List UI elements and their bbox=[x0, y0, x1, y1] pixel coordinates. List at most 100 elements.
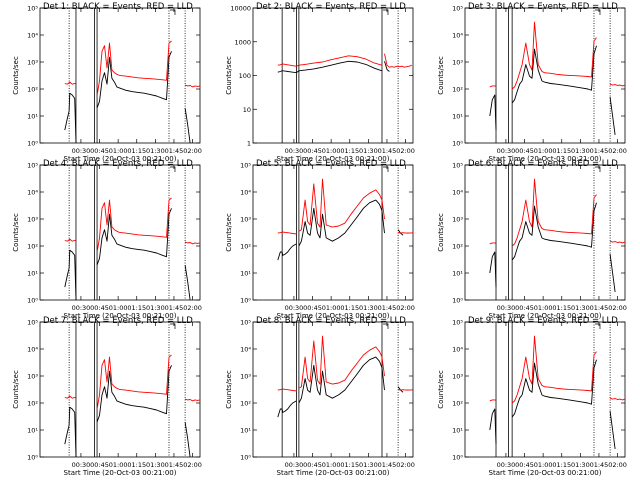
x-tick-label: 01:00 bbox=[322, 147, 341, 155]
events-series-line bbox=[64, 92, 77, 144]
events-series-line bbox=[609, 97, 616, 135]
x-tick-label: 00:45 bbox=[90, 461, 109, 469]
plot-frame bbox=[252, 321, 414, 458]
chart-title: Det 3: BLACK = Events, RED = LLD bbox=[468, 2, 618, 12]
marker-bracket bbox=[382, 166, 389, 172]
x-tick-label: 01:45 bbox=[165, 461, 184, 469]
x-tick-label: 01:00 bbox=[109, 461, 128, 469]
x-tick-label: 02:00 bbox=[608, 304, 627, 312]
events-series-line bbox=[511, 202, 597, 261]
y-tick-label: 10000 bbox=[230, 5, 251, 13]
events-series-line bbox=[298, 356, 385, 404]
lld-series-line bbox=[489, 85, 497, 88]
y-tick-label: 10⁰ bbox=[27, 454, 38, 462]
x-tick-label: 01:30 bbox=[359, 147, 378, 155]
y-tick-label: 10² bbox=[27, 400, 38, 408]
x-tick-label: 01:15 bbox=[127, 461, 146, 469]
x-tick-label: 01:30 bbox=[359, 461, 378, 469]
y-tick-label: 10⁰ bbox=[452, 140, 463, 148]
events-series-line bbox=[96, 51, 172, 109]
y-tick-label: 10⁵ bbox=[27, 5, 38, 13]
lld-series-line bbox=[96, 40, 172, 96]
y-tick-label: 10² bbox=[240, 400, 251, 408]
lld-series-line bbox=[511, 335, 597, 404]
chart-title: Det 5: BLACK = Events, RED = LLD bbox=[256, 159, 406, 169]
y-tick-label: 10³ bbox=[452, 216, 463, 224]
events-series-line bbox=[184, 107, 191, 144]
x-tick-label: 01:00 bbox=[322, 461, 341, 469]
lld-series-line bbox=[298, 335, 385, 389]
y-tick-label: 10⁴ bbox=[27, 189, 38, 197]
x-tick-label: 00:45 bbox=[303, 147, 322, 155]
x-tick-label: 01:00 bbox=[109, 304, 128, 312]
lld-series-line bbox=[277, 388, 297, 392]
x-tick-label: 01:00 bbox=[534, 461, 553, 469]
x-tick-label: 00:30 bbox=[497, 304, 516, 312]
y-tick-label: 10⁵ bbox=[27, 319, 38, 327]
y-tick-label: 10⁵ bbox=[27, 162, 38, 170]
events-series-line bbox=[609, 254, 616, 292]
y-tick-label: 10³ bbox=[27, 216, 38, 224]
lld-series-line bbox=[609, 240, 626, 244]
y-axis-label: Counts/sec bbox=[12, 370, 20, 409]
panel-det-3: Det 3: BLACK = Events, RED = LLD 10⁰ 10¹ 10… bbox=[437, 2, 627, 163]
x-tick-label: 01:15 bbox=[552, 147, 571, 155]
events-series-line bbox=[64, 406, 77, 458]
x-tick-label: 01:45 bbox=[378, 147, 397, 155]
x-tick-label: 00:30 bbox=[72, 304, 91, 312]
events-series-line bbox=[511, 359, 597, 418]
x-tick-label: 00:45 bbox=[90, 304, 109, 312]
lld-series-line bbox=[96, 354, 172, 410]
x-axis-label: Start Time (20-Oct-03 00:21:00) bbox=[489, 155, 602, 163]
y-tick-label: 10¹ bbox=[27, 270, 38, 278]
x-tick-label: 01:45 bbox=[378, 304, 397, 312]
events-series-line bbox=[298, 199, 385, 247]
y-tick-label: 10³ bbox=[240, 216, 251, 224]
x-tick-label: 00:45 bbox=[515, 461, 534, 469]
x-tick-label: 00:30 bbox=[497, 461, 516, 469]
events-series-line bbox=[489, 251, 497, 288]
panel-det-5: Det 5: BLACK = Events, RED = LLD 10⁰ 10¹ 10… bbox=[225, 159, 415, 320]
y-tick-label: 10² bbox=[240, 243, 251, 251]
x-tick-label: 01:45 bbox=[590, 147, 609, 155]
y-tick-label: 10¹ bbox=[452, 427, 463, 435]
lld-series-line bbox=[489, 242, 497, 245]
x-tick-label: 01:30 bbox=[571, 461, 590, 469]
x-tick-label: 01:00 bbox=[534, 147, 553, 155]
x-tick-label: 02:00 bbox=[396, 461, 415, 469]
chart-title: Det 6: BLACK = Events, RED = LLD bbox=[468, 159, 618, 169]
events-series-line bbox=[511, 45, 597, 104]
y-tick-label: 10³ bbox=[452, 373, 463, 381]
plot-frame bbox=[39, 7, 201, 144]
y-tick-label: 10² bbox=[452, 86, 463, 94]
panel-det-1: Det 1: BLACK = Events, RED = LLD 10⁰ 10¹ 10… bbox=[12, 2, 202, 163]
lld-series-line bbox=[184, 84, 201, 88]
x-tick-label: 00:45 bbox=[90, 147, 109, 155]
y-tick-label: 10² bbox=[27, 86, 38, 94]
chart-title: Det 2: BLACK = Events, RED = LLD bbox=[256, 2, 406, 12]
y-tick-label: 10⁰ bbox=[240, 297, 251, 305]
y-tick-label: 10¹ bbox=[240, 427, 251, 435]
panel-det-2: Det 2: BLACK = Events, RED = LLD 1 10 100 10… bbox=[225, 2, 415, 163]
x-tick-label: 01:45 bbox=[165, 147, 184, 155]
x-tick-label: 01:30 bbox=[146, 147, 165, 155]
x-tick-label: 01:30 bbox=[146, 304, 165, 312]
chart-title: Det 8: BLACK = Events, RED = LLD bbox=[256, 316, 406, 326]
panel-det-8: Det 8: BLACK = Events, RED = LLD 10⁰ 10¹ 10… bbox=[225, 316, 415, 477]
y-tick-label: 10¹ bbox=[240, 270, 251, 278]
x-tick-label: 00:30 bbox=[285, 461, 304, 469]
y-tick-label: 10⁴ bbox=[452, 189, 463, 197]
y-axis-label: Counts/sec bbox=[225, 370, 233, 409]
lld-series-line bbox=[298, 178, 385, 232]
x-tick-label: 01:15 bbox=[340, 461, 359, 469]
lld-series-line bbox=[64, 395, 76, 399]
marker-bracket bbox=[594, 166, 601, 172]
x-tick-label: 00:30 bbox=[72, 147, 91, 155]
x-tick-label: 00:45 bbox=[515, 304, 534, 312]
y-tick-label: 10⁰ bbox=[240, 454, 251, 462]
y-tick-label: 10⁰ bbox=[27, 140, 38, 148]
x-tick-label: 01:45 bbox=[165, 304, 184, 312]
lld-series-line bbox=[489, 399, 497, 402]
plot-frame bbox=[464, 164, 626, 301]
